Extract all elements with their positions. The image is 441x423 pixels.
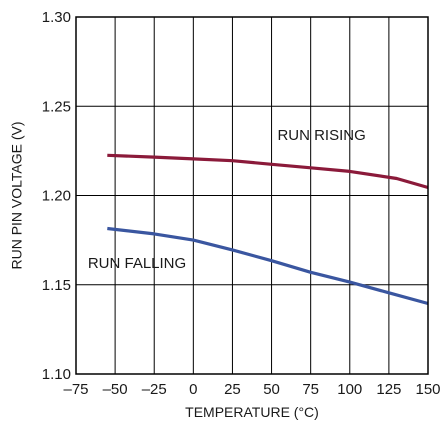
y-tick-label: 1.20 [42,188,71,205]
y-tick-label: 1.25 [42,98,71,115]
series-line-run-rising [107,153,429,190]
grid [76,17,428,374]
x-tick-label: –25 [142,381,167,398]
plot-frame [75,16,429,375]
x-axis-title: TEMPERATURE (°C) [185,404,319,420]
x-tick-label: 25 [224,381,241,398]
x-tick-label: 0 [189,381,197,398]
x-tick-label: 75 [302,381,319,398]
series-labels: RUN RISING RUN FALLING [88,127,366,272]
x-tick-label: –75 [63,381,88,398]
series-line-run-falling [107,226,429,306]
x-tick-label: 125 [376,381,401,398]
x-tick-label: 100 [337,381,362,398]
series-label-run-rising: RUN RISING [277,127,365,144]
x-tick-label: 50 [263,381,280,398]
y-axis-title: RUN PIN VOLTAGE (V) [9,121,25,269]
x-tick-label: –50 [103,381,128,398]
y-tick-label: 1.10 [42,366,71,383]
series-layer [107,153,429,306]
y-tick-label: 1.15 [42,277,71,294]
series-label-run-falling: RUN FALLING [88,255,186,272]
tick-labels: –75 –50 –25 0 25 50 75 100 125 150 1.10 1.15 1.20 1.2… [42,9,441,398]
y-tick-label: 1.30 [42,9,71,26]
x-tick-label: 150 [415,381,440,398]
